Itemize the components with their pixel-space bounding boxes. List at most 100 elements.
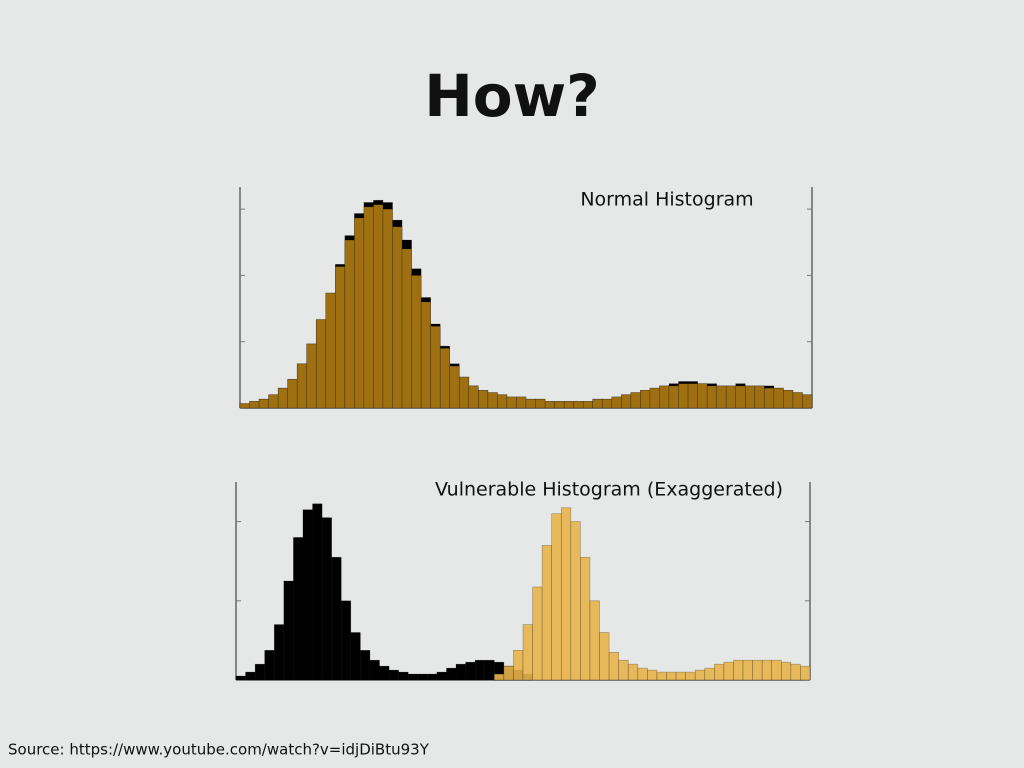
histogram-bar [637,667,648,681]
histogram-bar [582,401,594,409]
histogram-bar [541,545,553,681]
histogram-bar [503,665,514,681]
histogram-bar [302,509,313,681]
histogram-bar [268,394,279,409]
histogram-bar [293,537,304,681]
histogram-bar [761,659,773,681]
histogram-bar [599,632,610,681]
histogram-bar [714,663,725,681]
histogram-bar [315,319,327,409]
histogram-bar [254,663,265,681]
histogram-bar [245,671,256,681]
histogram-bar [363,206,374,409]
histogram-bar [516,396,527,409]
histogram-bar [436,671,447,681]
histogram-bar [449,365,460,409]
histogram-bar [532,586,543,681]
source: Source: https://www.youtube.com/watch?v=… [8,741,430,759]
histogram-bar [446,667,457,681]
histogram-bar [735,385,746,409]
histogram-bar [771,659,782,681]
histogram-bar [630,392,641,409]
histogram-bar [754,385,765,409]
histogram-bar [733,659,744,681]
histogram-bar [640,390,651,409]
chart-title: Vulnerable Histogram (Exaggerated) [435,479,783,501]
histogram-bar [398,671,409,681]
histogram-bar [392,226,403,409]
histogram-bar [522,624,533,681]
histogram-bar [685,671,696,681]
histogram-bar [306,343,317,409]
histogram-bar [239,403,250,409]
histogram-bar [273,624,285,681]
histogram-bar [723,661,734,681]
histogram-bar [725,385,737,409]
histogram-bar [621,394,632,409]
histogram-bar [627,663,639,681]
histogram-bar [563,401,574,409]
histogram-bar [773,387,784,409]
histogram-bar [656,671,667,681]
histogram-bar [331,556,342,681]
histogram-bar [417,673,428,681]
histogram-bar [277,387,288,409]
histogram-bar [675,671,686,681]
histogram-bar [487,392,498,409]
histogram-bar [551,513,562,681]
histogram-bar [544,401,555,409]
histogram-bar [401,248,412,409]
histogram-bar [802,394,813,409]
histogram-bar [580,556,591,681]
histogram-bar [493,673,505,681]
histogram-bar [325,292,336,409]
histogram-bar [649,387,660,409]
histogram-bar [752,659,763,681]
histogram-bar [706,385,717,409]
histogram-bar [350,632,361,681]
histogram-bar [340,600,352,681]
histogram-bar [800,665,811,681]
histogram-bar [792,392,803,409]
histogram-bar [465,661,476,681]
histogram-bar [554,401,565,409]
histogram-bar [427,673,438,681]
chart-title: Normal Histogram [580,189,753,211]
histogram-bar [474,659,486,681]
histogram-bar [478,390,489,409]
histogram-bar [484,659,495,681]
histogram-bar [360,649,371,681]
histogram-bar [335,266,346,409]
histogram-bar [430,325,441,409]
histogram-bar [611,396,622,409]
histogram-bar [764,387,775,409]
histogram-bar [468,385,479,409]
histogram-bar [608,651,619,681]
histogram-bar [790,663,801,681]
histogram-bar [321,517,332,681]
histogram-bar [589,600,600,681]
histogram-bar [780,661,792,681]
histogram-bar [258,398,269,409]
histogram-bar [249,401,260,409]
histogram-bar [668,385,679,409]
histogram-bar [783,390,794,409]
histogram-bar [379,665,390,681]
histogram-bar [506,396,517,409]
histogram-bar [592,398,603,409]
histogram-bar [283,580,294,681]
histogram-bar [264,649,275,681]
histogram-bar [296,363,308,409]
histogram-bar [373,204,384,409]
histogram-bar [601,398,613,409]
histogram-bar [411,275,422,409]
histogram-bar [742,659,753,681]
histogram-bar [687,383,698,409]
histogram-bar [513,649,524,681]
histogram-bar [354,217,365,409]
histogram-bar [697,383,708,409]
histogram-bar [666,671,677,681]
histogram-bar [369,659,380,681]
histogram-bar [525,398,536,409]
